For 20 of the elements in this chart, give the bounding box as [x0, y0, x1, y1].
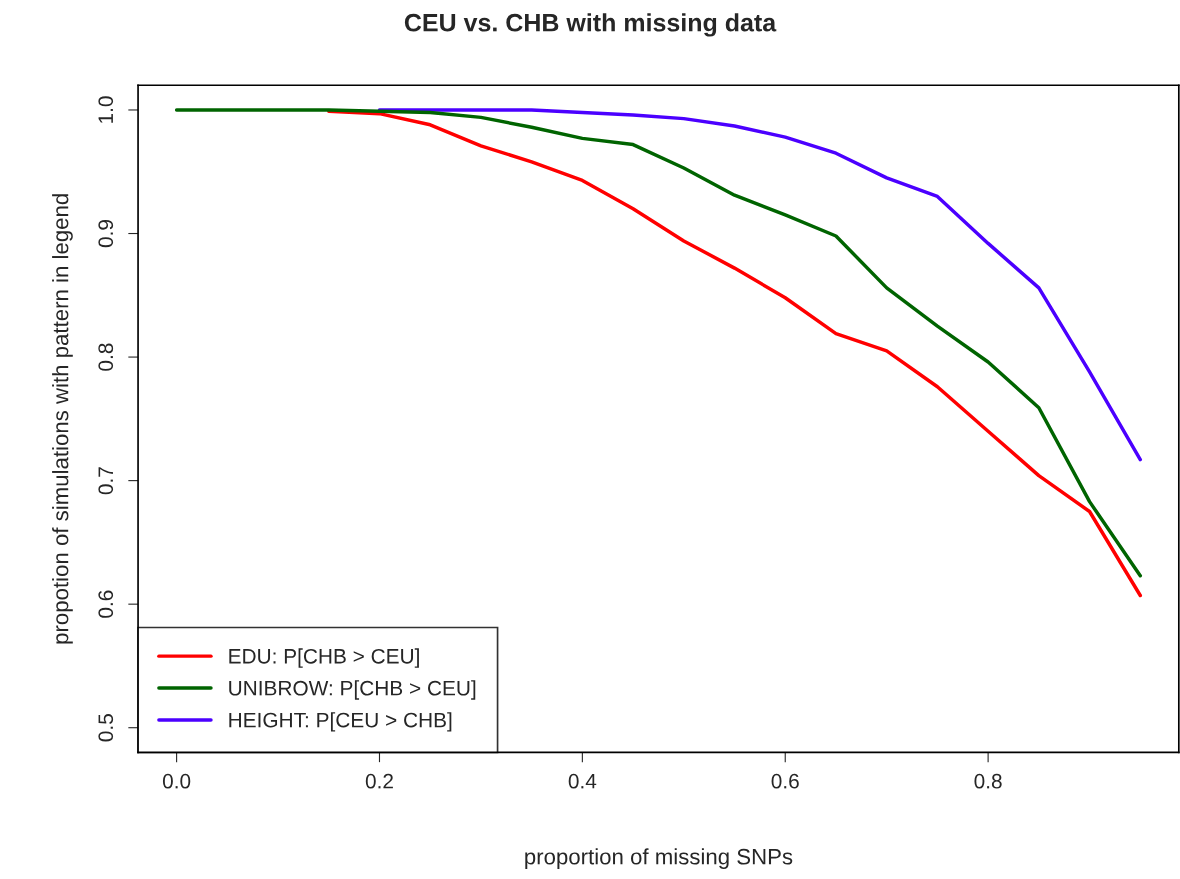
- line-series: [327, 109, 1143, 598]
- y-tick-label: 0.5: [98, 714, 114, 742]
- x-tick-label: 0.8: [974, 773, 1002, 789]
- y-tick-label: 0.6: [98, 590, 114, 618]
- x-tick-label: 0.2: [365, 773, 393, 789]
- legend-label: UNIBROW: P[CHB > CEU]: [229, 680, 476, 700]
- x-tick-label: 0.6: [771, 773, 799, 789]
- chart-title: CEU vs. CHB with missing data: [404, 13, 777, 37]
- x-tick-label: 0.4: [568, 773, 597, 789]
- line-series: [377, 108, 1143, 462]
- y-tick-label: 0.8: [98, 343, 114, 371]
- y-axis-title: propotion of simulations with pattern in legend: [52, 194, 73, 644]
- legend-label: EDU: P[CHB > CEU]: [229, 648, 419, 668]
- legend-label: HEIGHT: P[CEU > CHB]: [229, 712, 452, 732]
- x-axis-title: proportion of missing SNPs: [525, 848, 793, 869]
- y-tick-label: 0.7: [98, 467, 114, 495]
- y-tick-label: 0.9: [98, 220, 114, 248]
- line-series: [174, 108, 1143, 578]
- y-tick-label: 1.0: [98, 96, 114, 123]
- x-tick-label: 0.0: [162, 773, 191, 789]
